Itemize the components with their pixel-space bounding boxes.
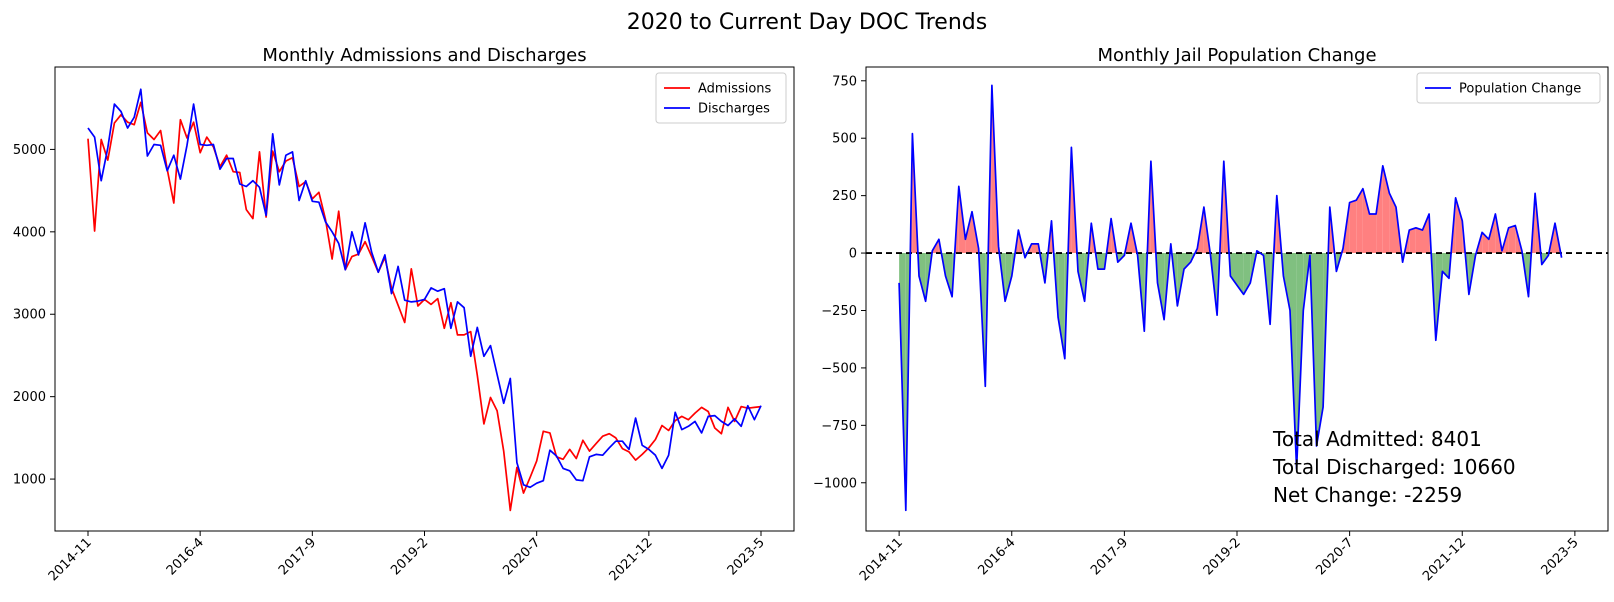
legend-box — [1416, 72, 1601, 104]
legend-label: Population Change — [1459, 82, 1581, 97]
series-line-admissions — [87, 101, 762, 512]
negative-fill-area — [1283, 253, 1290, 311]
negative-fill-area — [1058, 253, 1065, 359]
y-tick-label: 1000 — [13, 473, 46, 488]
negative-fill-area — [1171, 253, 1178, 306]
x-tick-label: 2014-11 — [857, 535, 906, 584]
positive-fill-area — [1455, 197, 1463, 254]
x-tick-label: 2023-5 — [1539, 535, 1582, 578]
positive-fill-area — [1356, 188, 1363, 254]
positive-fill-area — [1409, 227, 1416, 254]
positive-fill-area — [1031, 243, 1039, 254]
negative-fill-area — [1184, 253, 1191, 270]
positive-fill-area — [1415, 227, 1423, 254]
series-line-population-change — [898, 84, 1563, 512]
x-tick-label: 2017-9 — [276, 535, 319, 578]
x-tick-label: 2021-12 — [607, 535, 656, 584]
legend: Population Change — [1416, 72, 1601, 104]
negative-fill-area — [1237, 253, 1244, 295]
positive-fill-area — [1362, 188, 1370, 254]
x-tick-label: 2019-2 — [1201, 535, 1244, 578]
x-tick-label: 2019-2 — [388, 535, 431, 578]
y-tick-label: 750 — [832, 74, 857, 89]
y-tick-label: 0 — [849, 247, 857, 262]
y-tick-label: 3000 — [13, 308, 46, 323]
negative-fill-area — [945, 253, 953, 297]
population-change-panel: Monthly Jail Population Change −1000 −750 −… — [813, 45, 1609, 584]
positive-fill-area — [1508, 225, 1516, 254]
panel-title: Monthly Admissions and Discharges — [262, 45, 586, 66]
y-tick-label: 2000 — [13, 390, 46, 405]
y-tick-label: 4000 — [13, 225, 46, 240]
y-tick-label: −1000 — [813, 476, 857, 491]
x-tick-label: 2016-4 — [164, 535, 207, 578]
y-tick-label: 250 — [832, 189, 857, 204]
y-tick-label: −250 — [821, 304, 857, 319]
positive-fill-area — [1376, 165, 1383, 254]
admissions-discharges-panel: Monthly Admissions and Discharges 1000 200… — [13, 45, 795, 584]
positive-fill-area — [1369, 214, 1377, 254]
legend: Admissions Discharges — [655, 72, 787, 124]
x-tick-label: 2023-5 — [725, 535, 768, 578]
y-tick-label: −500 — [821, 361, 857, 376]
negative-fill-area — [1157, 253, 1165, 320]
x-tick-label: 2017-9 — [1088, 535, 1131, 578]
legend-label: Admissions — [698, 82, 772, 97]
negative-fill-area — [1144, 253, 1148, 332]
y-tick-label: 5000 — [13, 143, 46, 158]
panel-title: Monthly Jail Population Change — [1097, 45, 1376, 66]
negative-fill-area — [1078, 253, 1085, 302]
x-tick-label: 2021-12 — [1420, 535, 1469, 584]
x-tick-label: 2016-4 — [975, 535, 1018, 578]
x-tick-label: 2020-7 — [500, 535, 543, 578]
x-tick-label: 2020-7 — [1313, 535, 1356, 578]
legend-box — [655, 72, 787, 124]
negative-fill-area — [1316, 253, 1324, 447]
negative-fill-area — [1005, 253, 1012, 302]
positive-fill-area — [1389, 193, 1396, 254]
negative-fill-area — [1097, 253, 1105, 270]
y-tick-label: −750 — [821, 419, 857, 434]
negative-fill-area — [919, 253, 926, 302]
series-line-discharges — [87, 88, 762, 489]
x-tick-label: 2014-11 — [46, 535, 95, 584]
summary-annotation: Net Change: -2259 — [1273, 483, 1462, 507]
figure-title: 2020 to Current Day DOC Trends — [627, 10, 987, 35]
positive-fill-area — [1349, 200, 1357, 254]
legend-label: Discharges — [698, 102, 770, 117]
summary-annotation: Total Discharged: 10660 — [1272, 455, 1516, 479]
summary-annotation: Total Admitted: 8401 — [1272, 427, 1482, 451]
negative-fill-area — [1243, 253, 1251, 295]
positive-fill-area — [1422, 214, 1430, 254]
y-tick-label: 500 — [832, 132, 857, 147]
